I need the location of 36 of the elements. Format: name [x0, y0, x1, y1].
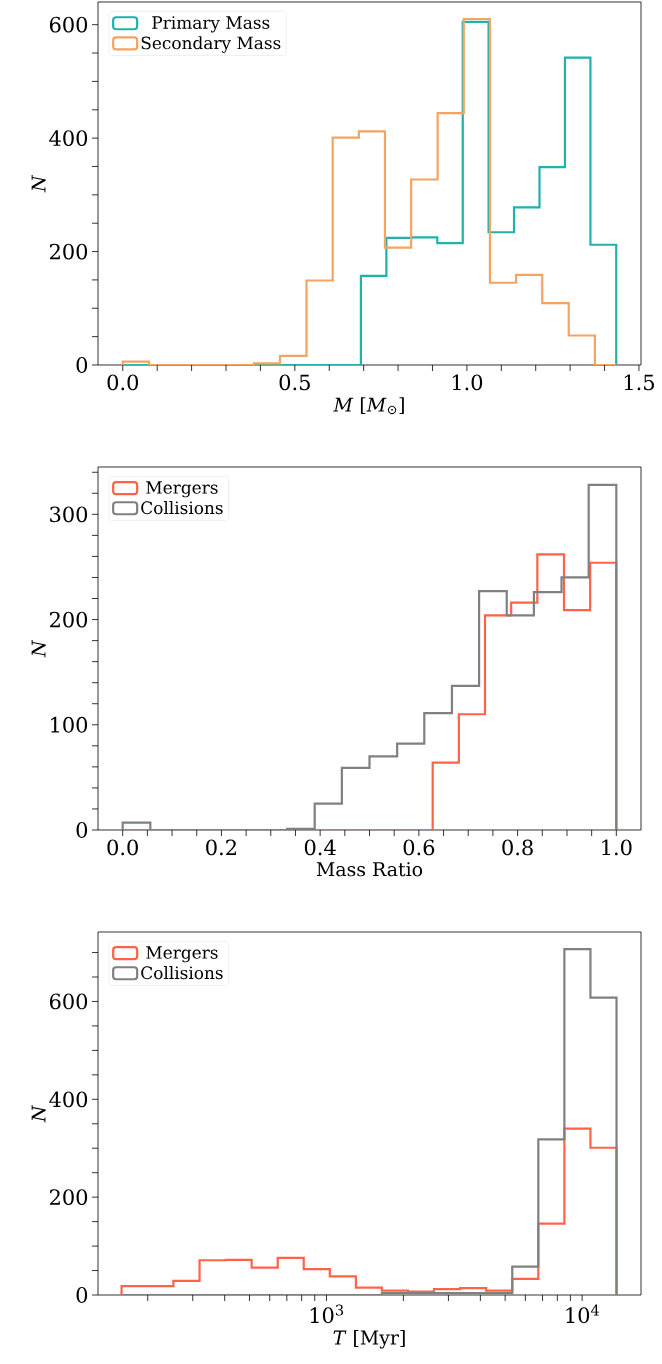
y-tick-label: 0 — [76, 822, 88, 838]
x-tick-label: 0.5 — [279, 374, 310, 391]
legend-label: Mergers — [146, 481, 218, 498]
y-tick-label: 600 — [49, 16, 88, 33]
x-tick-label: 10$^{4}$ — [566, 1304, 600, 1324]
y-tick-label: 200 — [49, 1189, 88, 1206]
x-tick-label: 10$^{3}$ — [310, 1304, 344, 1324]
y-tick-label: 200 — [49, 243, 88, 260]
x-tick-label: 0.4 — [304, 839, 336, 856]
y-tick-label: 400 — [49, 130, 88, 147]
y-axis-title: N — [31, 1104, 46, 1123]
x-tick-label: 0.0 — [107, 374, 139, 391]
y-axis-title: N — [31, 174, 46, 193]
x-tick-label: 0.6 — [403, 839, 435, 856]
x-tick-label: 1.5 — [624, 374, 654, 391]
legend-label: Collisions — [141, 501, 223, 515]
x-tick-label: 1.0 — [452, 374, 483, 391]
x-tick-label: 0.8 — [502, 839, 533, 856]
x-tick-label: 0.0 — [107, 839, 138, 856]
y-axis-title: N — [31, 639, 46, 658]
legend-label: Mergers — [146, 946, 218, 963]
x-axis-title: Mass Ratio — [316, 862, 423, 877]
y-tick-label: 0 — [76, 1287, 88, 1303]
y-tick-label: 200 — [49, 611, 88, 628]
x-axis-title: T [Myr] — [333, 1330, 405, 1349]
x-axis-title: M [M$_{⊙}$] — [333, 397, 404, 415]
y-tick-label: 300 — [50, 506, 88, 523]
x-tick-label: 1.0 — [602, 839, 632, 856]
y-tick-label: 100 — [51, 716, 88, 733]
legend-label: Secondary Mass — [141, 36, 281, 53]
y-tick-label: 400 — [49, 1091, 88, 1108]
x-tick-label: 0.2 — [206, 839, 236, 856]
y-tick-label: 0 — [76, 357, 88, 373]
legend-label: Primary Mass — [152, 16, 270, 33]
legend-label: Collisions — [141, 966, 223, 980]
y-tick-label: 600 — [49, 993, 88, 1010]
